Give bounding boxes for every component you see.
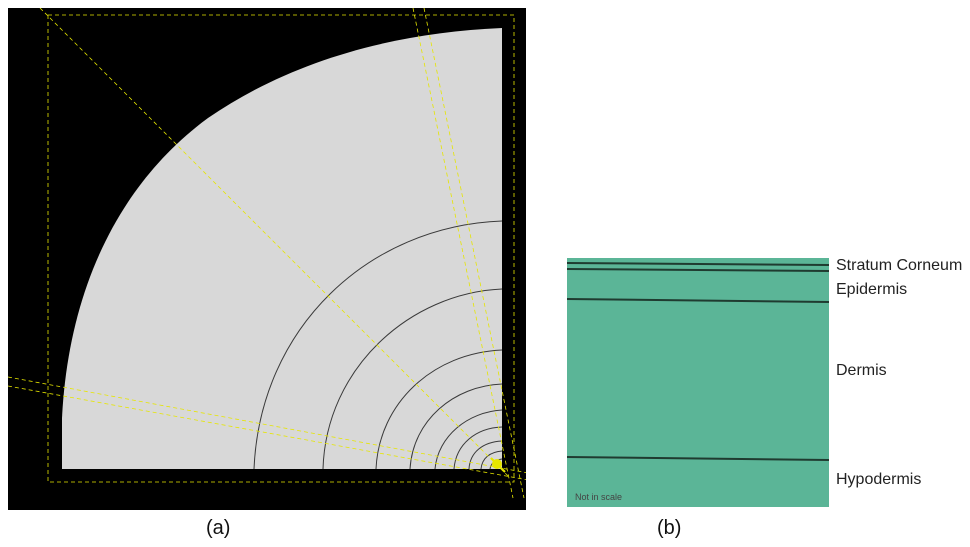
skin-layers-panel — [567, 258, 829, 507]
label-stratum-corneum: Stratum Corneum — [836, 257, 963, 274]
boundary-stratum-corneum-top — [567, 262, 829, 266]
mesh-panel — [8, 8, 526, 510]
layer-boundaries — [567, 262, 829, 461]
boundary-epidermis-dermis — [567, 298, 829, 303]
origin-marker — [490, 457, 506, 473]
quarter-domain — [62, 28, 502, 469]
mesh-arcs — [253, 220, 503, 470]
label-epidermis: Epidermis — [836, 281, 908, 298]
caption-a: (a) — [206, 517, 231, 539]
guide-lines — [8, 8, 526, 499]
label-hypodermis: Hypodermis — [836, 471, 922, 488]
tissue-block — [567, 258, 829, 507]
boundary-dermis-hypodermis — [567, 456, 829, 461]
caption-b: (b) — [657, 517, 682, 539]
label-dermis: Dermis — [836, 362, 887, 379]
boundary-stratum-corneum-bottom — [567, 268, 829, 272]
scale-note: Not in scale — [575, 492, 623, 502]
